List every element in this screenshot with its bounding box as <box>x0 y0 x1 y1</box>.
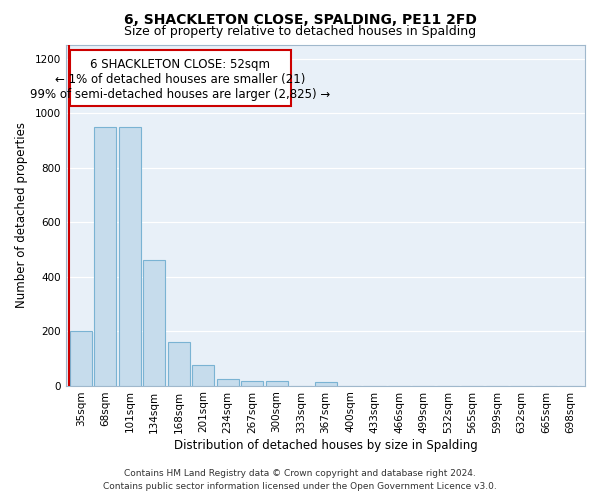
Text: Size of property relative to detached houses in Spalding: Size of property relative to detached ho… <box>124 25 476 38</box>
Bar <box>167 342 190 386</box>
Bar <box>241 380 263 386</box>
Y-axis label: Number of detached properties: Number of detached properties <box>15 122 28 308</box>
X-axis label: Distribution of detached houses by size in Spalding: Distribution of detached houses by size … <box>173 440 478 452</box>
Bar <box>266 380 287 386</box>
Text: Contains HM Land Registry data © Crown copyright and database right 2024.
Contai: Contains HM Land Registry data © Crown c… <box>103 469 497 491</box>
Text: 6 SHACKLETON CLOSE: 52sqm: 6 SHACKLETON CLOSE: 52sqm <box>91 58 271 71</box>
Text: ← 1% of detached houses are smaller (21): ← 1% of detached houses are smaller (21) <box>55 73 305 86</box>
Text: 99% of semi-detached houses are larger (2,825) →: 99% of semi-detached houses are larger (… <box>31 88 331 101</box>
Text: 6, SHACKLETON CLOSE, SPALDING, PE11 2FD: 6, SHACKLETON CLOSE, SPALDING, PE11 2FD <box>124 12 476 26</box>
Bar <box>314 382 337 386</box>
FancyBboxPatch shape <box>70 50 291 106</box>
Bar <box>192 365 214 386</box>
Bar <box>70 331 92 386</box>
Bar <box>143 260 165 386</box>
Bar <box>94 126 116 386</box>
Bar <box>217 379 239 386</box>
Bar <box>119 126 141 386</box>
